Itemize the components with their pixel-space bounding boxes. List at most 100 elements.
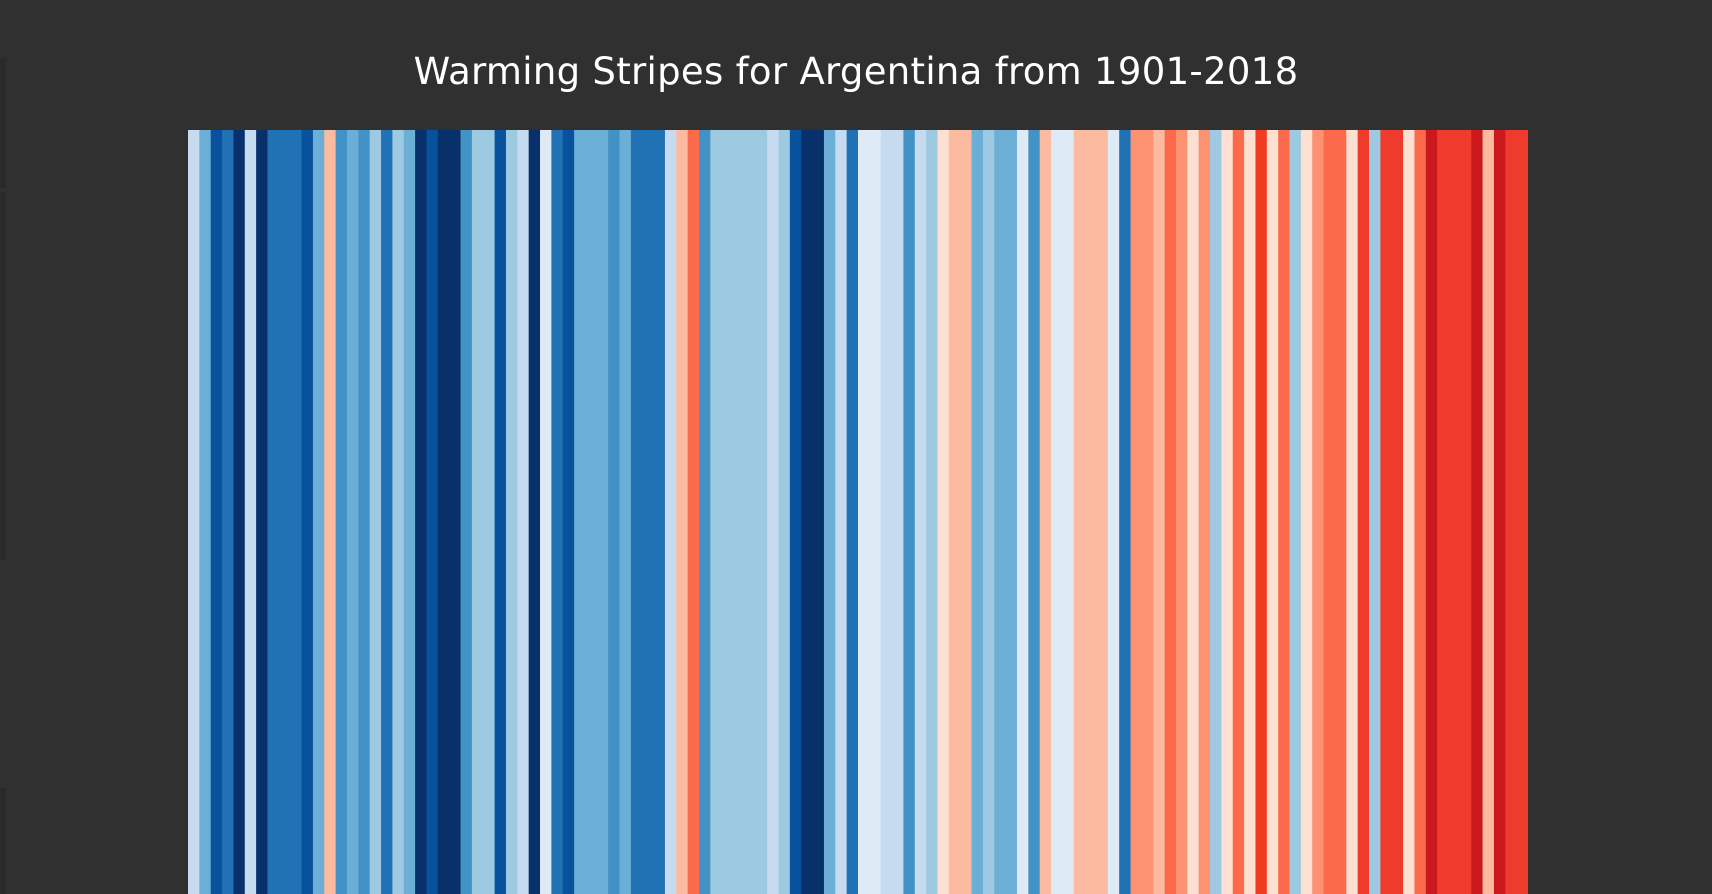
stripe-1984 — [1130, 130, 1143, 894]
stripe-1946 — [699, 130, 711, 894]
stripe-1947 — [710, 130, 723, 894]
stripe-1967 — [937, 130, 950, 894]
stripe-1972 — [994, 130, 1007, 894]
stripe-1942 — [653, 130, 666, 894]
stripe-1908 — [267, 130, 280, 894]
stripe-1930 — [517, 130, 530, 894]
stripe-1978 — [1062, 130, 1075, 894]
stripe-2007 — [1391, 130, 1404, 894]
stripe-2003 — [1346, 130, 1359, 894]
stripe-1951 — [755, 130, 768, 894]
stripe-1958 — [835, 130, 848, 894]
stripe-1913 — [324, 130, 337, 894]
stripe-1901 — [188, 130, 200, 894]
stripe-2002 — [1334, 130, 1347, 894]
stripe-1965 — [914, 130, 927, 894]
stripe-2014 — [1471, 130, 1484, 894]
stripe-1906 — [244, 130, 257, 894]
stripe-1970 — [971, 130, 984, 894]
stripe-1976 — [1039, 130, 1052, 894]
warming-stripes-chart — [188, 130, 1528, 894]
stripe-1916 — [358, 130, 371, 894]
stripe-1910 — [290, 130, 303, 894]
stripe-2006 — [1380, 130, 1393, 894]
stripe-1981 — [1096, 130, 1109, 894]
stripe-1954 — [789, 130, 802, 894]
stripe-1933 — [551, 130, 564, 894]
stripe-1934 — [562, 130, 575, 894]
stripe-1921 — [415, 130, 428, 894]
stripe-1943 — [664, 130, 677, 894]
stripe-1961 — [869, 130, 882, 894]
stripe-1987 — [1164, 130, 1177, 894]
stripe-1975 — [1028, 130, 1041, 894]
stripe-1907 — [256, 130, 269, 894]
stripe-1966 — [926, 130, 939, 894]
stripe-1955 — [801, 130, 814, 894]
stripe-1944 — [676, 130, 689, 894]
stripe-1996 — [1266, 130, 1279, 894]
stripe-1912 — [312, 130, 325, 894]
stripe-1956 — [812, 130, 825, 894]
left-panel-edge-bottom — [0, 788, 6, 894]
stripe-1928 — [494, 130, 507, 894]
stripe-1985 — [1141, 130, 1154, 894]
stripe-1939 — [619, 130, 632, 894]
stripe-2017 — [1505, 130, 1518, 894]
stripe-1962 — [880, 130, 893, 894]
stripe-1945 — [687, 130, 700, 894]
stripe-1952 — [767, 130, 780, 894]
stripe-1957 — [823, 130, 836, 894]
stripe-1997 — [1278, 130, 1291, 894]
stripe-1918 — [381, 130, 394, 894]
stripe-1959 — [846, 130, 859, 894]
stripe-1931 — [528, 130, 541, 894]
stripe-2011 — [1437, 130, 1450, 894]
stripe-1950 — [744, 130, 757, 894]
stripe-1924 — [449, 130, 462, 894]
stripe-1971 — [982, 130, 995, 894]
stripe-1925 — [460, 130, 473, 894]
stripe-1999 — [1300, 130, 1313, 894]
stripe-1973 — [1005, 130, 1018, 894]
stripe-1922 — [426, 130, 439, 894]
stripe-1909 — [278, 130, 291, 894]
stripe-1920 — [403, 130, 416, 894]
stripe-1991 — [1210, 130, 1222, 894]
stripe-1904 — [222, 130, 235, 894]
stripe-1941 — [642, 130, 655, 894]
stripe-1905 — [233, 130, 246, 894]
stripe-1960 — [858, 130, 870, 894]
stripe-1964 — [903, 130, 916, 894]
stripe-1902 — [199, 130, 212, 894]
stripe-1977 — [1051, 130, 1064, 894]
stripe-1993 — [1232, 130, 1245, 894]
stripe-1929 — [505, 130, 518, 894]
stripe-1915 — [346, 130, 359, 894]
stripe-1937 — [596, 130, 609, 894]
stripe-1969 — [960, 130, 973, 894]
stripe-1986 — [1153, 130, 1166, 894]
stripe-1926 — [471, 130, 484, 894]
stripe-1968 — [948, 130, 961, 894]
stripe-1974 — [1016, 130, 1029, 894]
stripe-2009 — [1414, 130, 1427, 894]
stripe-2000 — [1312, 130, 1325, 894]
stripe-1932 — [540, 130, 552, 894]
stripe-1911 — [301, 130, 314, 894]
stripe-1927 — [483, 130, 496, 894]
stripe-2018 — [1516, 130, 1528, 894]
left-panel-edge — [0, 58, 6, 188]
stripe-1953 — [778, 130, 791, 894]
stripe-2004 — [1357, 130, 1370, 894]
stripe-2005 — [1369, 130, 1381, 894]
stripe-1914 — [335, 130, 348, 894]
stripe-1949 — [733, 130, 746, 894]
stripe-2013 — [1459, 130, 1472, 894]
stripe-1935 — [574, 130, 587, 894]
stripe-2015 — [1482, 130, 1495, 894]
stripe-2010 — [1425, 130, 1438, 894]
stripe-1917 — [369, 130, 382, 894]
stripe-1990 — [1198, 130, 1211, 894]
